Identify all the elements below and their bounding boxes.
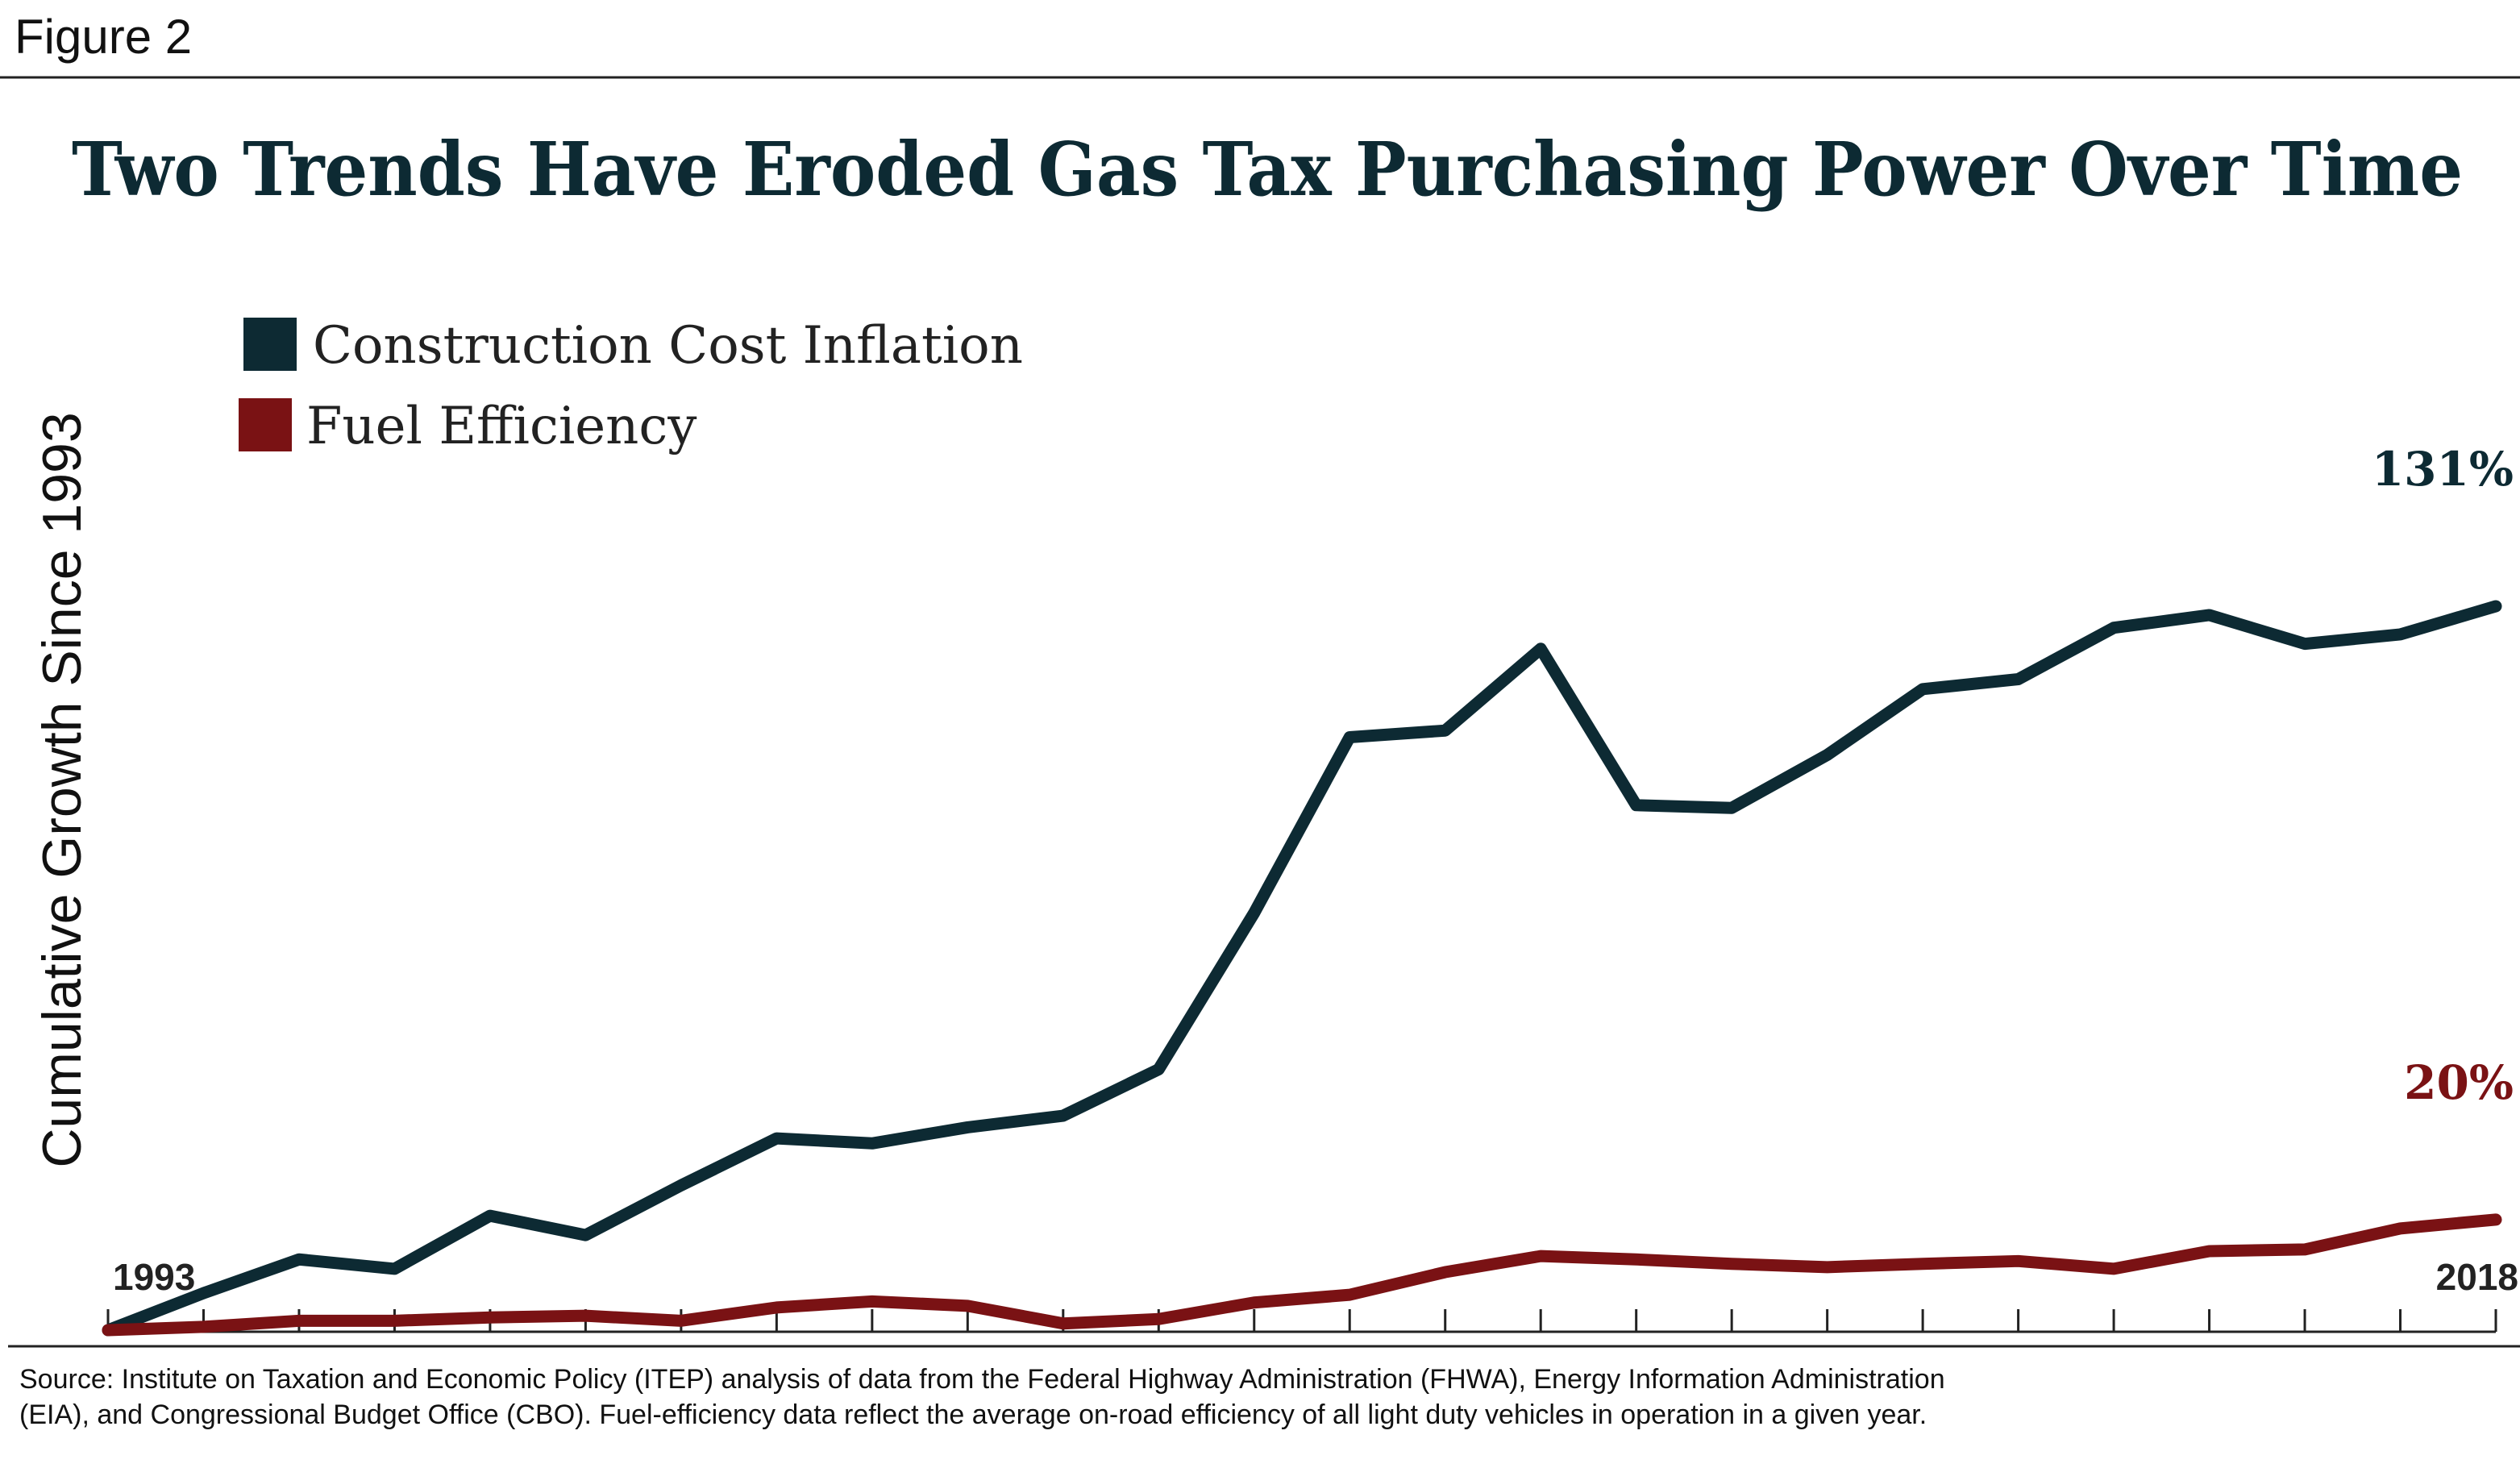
x-tick-label: 2018 [2436,1256,2518,1298]
source-note: Source: Institute on Taxation and Econom… [19,1364,1945,1395]
source-note: (EIA), and Congressional Budget Office (… [19,1399,1927,1430]
value-label: 131% [2372,442,2514,497]
legend-swatch [239,398,292,451]
chart-title: Two Trends Have Eroded Gas Tax Purchasin… [72,126,2463,213]
legend-label: Construction Cost Inflation [313,316,1023,376]
legend-label: Fuel Efficiency [306,397,697,456]
series-line [102,1213,2502,1337]
x-tick-label: 1993 [113,1256,195,1298]
figure-label: Figure 2 [15,10,192,64]
legend-swatch [243,318,297,371]
value-label: 20% [2404,1055,2514,1110]
y-axis-label: Cumulative Growth Since 1993 [31,412,93,1167]
series-line [102,600,2502,1337]
